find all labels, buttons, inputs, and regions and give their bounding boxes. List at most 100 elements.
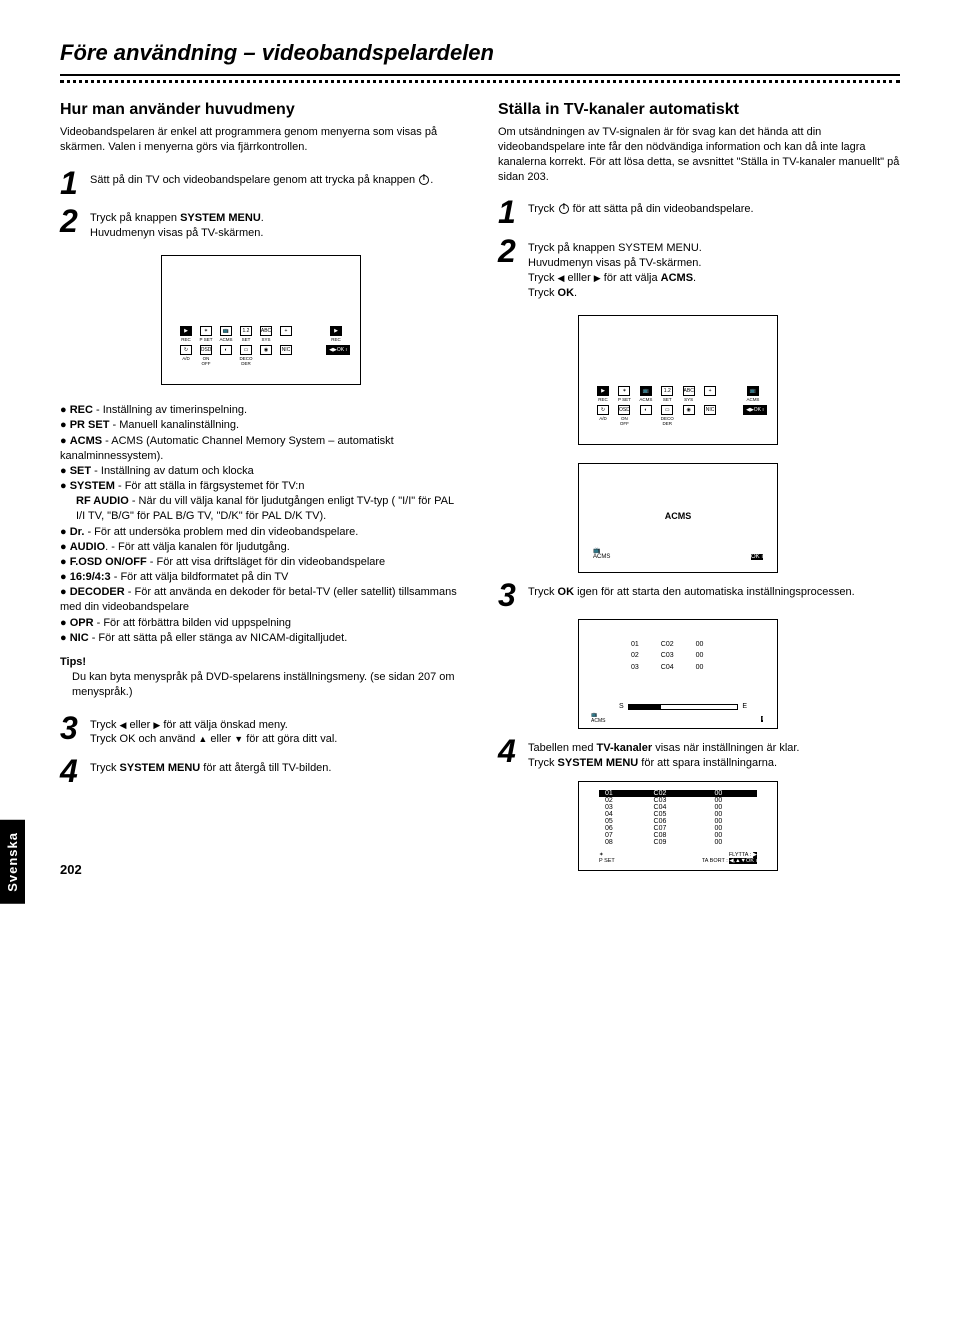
text: Sätt på din TV och videobandspelare geno… <box>90 174 418 186</box>
bullet-text: - För att visa driftsläget för din video… <box>147 556 385 568</box>
icon-label: REC <box>176 337 196 342</box>
bullet-text: - När du vill välja kanal för ljudutgång… <box>76 495 454 522</box>
text: Tryck <box>528 272 558 284</box>
step-body: Tryck eller för att välja önskad meny. T… <box>90 714 337 748</box>
step-number: 3 <box>498 581 524 610</box>
step-body: Tryck på knappen SYSTEM MENU. Huvudmenyn… <box>528 237 702 300</box>
icon-label: SET <box>236 337 256 342</box>
bullet-label: OPR <box>70 617 94 629</box>
text-bold: OK <box>558 586 575 598</box>
text: . <box>261 212 264 224</box>
text: Tryck <box>528 586 558 598</box>
bullet-label: AUDIO <box>70 541 105 553</box>
bullet-label: SET <box>70 465 91 477</box>
cell: C09 <box>648 839 709 846</box>
left-intro: Videobandspelaren är enkel att programme… <box>60 125 462 155</box>
cell: C02 <box>648 790 709 797</box>
right-heading: Ställa in TV-kanaler automatiskt <box>498 101 900 119</box>
text: eller <box>126 719 153 731</box>
bullet-label: RF AUDIO <box>76 495 129 507</box>
text: för att spara inställningarna. <box>638 757 777 769</box>
left-step-2: 2 Tryck på knappen SYSTEM MENU. Huvudmen… <box>60 207 462 241</box>
right-intro: Om utsändningen av TV-signalen är för sv… <box>498 125 900 184</box>
text-bold: ACMS <box>661 272 693 284</box>
text: för att sätta på din videobandspelare. <box>570 203 754 215</box>
acms-screen: ACMS 📺ACMS OK ı <box>578 463 778 573</box>
text: eller <box>207 733 234 745</box>
cell: 00 <box>708 839 757 846</box>
bullet-text: - Manuell kanalinställning. <box>109 419 239 431</box>
bullet-label: DECODER <box>70 586 125 598</box>
bullet-label: PR SET <box>70 419 110 431</box>
cell: 00 <box>708 832 757 839</box>
triangle-up-icon <box>198 733 207 745</box>
cell: 05 <box>599 818 648 825</box>
bullet-text: - För att undersöka problem med din vide… <box>84 526 358 538</box>
text-bold: TV-kanaler <box>597 742 653 754</box>
cell: 00 <box>708 790 757 797</box>
bullet-label: REC <box>70 404 93 416</box>
right-step-4: 4 Tabellen med TV-kanaler visas när inst… <box>498 737 900 771</box>
cell: C02 <box>651 640 684 649</box>
bullet-text: - För att sätta på eller stänga av NICAM… <box>89 632 348 644</box>
right-column: Ställa in TV-kanaler automatiskt Om utsä… <box>498 101 900 871</box>
text: igen för att starta den automatiska inst… <box>574 586 855 598</box>
text: visas när inställningen är klar. <box>652 742 799 754</box>
page-number: 202 <box>60 862 82 877</box>
footer-left: ✶P SET <box>599 852 615 864</box>
text: för att göra ditt val. <box>243 733 337 745</box>
cell: 02 <box>599 797 648 804</box>
final-channel-table: 01C0200 02C0300 03C0400 04C0500 05C0600 … <box>578 781 778 871</box>
step-body: Tabellen med TV-kanaler visas när instäl… <box>528 737 800 771</box>
cell: 03 <box>621 663 649 672</box>
right-step-1: 1 Tryck för att sätta på din videobandsp… <box>498 198 900 227</box>
cell: 03 <box>599 804 648 811</box>
cell: 00 <box>708 797 757 804</box>
left-column: Hur man använder huvudmeny Videobandspel… <box>60 101 462 871</box>
bullet-label: NIC <box>70 632 89 644</box>
dotted-rule <box>60 80 900 83</box>
tips-text: Du kan byta menyspråk på DVD-spelarens i… <box>72 670 462 700</box>
bullet-label: F.OSD ON/OFF <box>70 556 147 568</box>
two-column-layout: Hur man använder huvudmeny Videobandspel… <box>60 101 900 871</box>
text: Tryck <box>90 762 120 774</box>
right-step-3: 3 Tryck OK igen för att starta den autom… <box>498 581 900 610</box>
step-number: 4 <box>498 737 524 766</box>
text: Tryck <box>528 287 558 299</box>
bullet-label: 16:9/4:3 <box>70 571 111 583</box>
text: för att välja önskad meny. <box>160 719 288 731</box>
step-body: Tryck på knappen SYSTEM MENU. Huvudmenyn… <box>90 207 264 241</box>
tv-menu-screen-acms: ▶REC ✶P SET 📺ACMS 1.2SET ABCSYS + 📺ACMS … <box>578 315 778 445</box>
cell: 00 <box>708 818 757 825</box>
text: Tryck <box>528 203 558 215</box>
text-bold: SYSTEM MENU <box>120 762 201 774</box>
step-body: Tryck SYSTEM MENU för att återgå till TV… <box>90 757 331 776</box>
bullet-text: - ACMS (Automatic Channel Memory System … <box>60 435 394 462</box>
triangle-down-icon <box>234 733 243 745</box>
cell: 02 <box>621 651 649 660</box>
left-heading: Hur man använder huvudmeny <box>60 101 462 119</box>
triangle-right-icon <box>594 272 601 284</box>
progress-end: E <box>742 703 747 710</box>
step-number: 1 <box>498 198 524 227</box>
progress-bar: S E <box>619 703 747 710</box>
text: Tryck OK och använd <box>90 733 198 745</box>
cell: C04 <box>648 804 709 811</box>
cell: C03 <box>648 797 709 804</box>
bullet-list: ● REC - Inställning av timerinspelning. … <box>60 403 462 646</box>
cell: C04 <box>651 663 684 672</box>
bullet-label: SYSTEM <box>70 480 115 492</box>
cell: 01 <box>599 790 648 797</box>
cell: 00 <box>686 651 714 660</box>
cell: 00 <box>708 811 757 818</box>
text: Huvudmenyn visas på TV-skärmen. <box>528 257 701 269</box>
cell: 01 <box>621 640 649 649</box>
step-body: Tryck för att sätta på din videobandspel… <box>528 198 754 217</box>
step-number: 2 <box>60 207 86 236</box>
icon-label: ACMS <box>216 337 236 342</box>
step-number: 1 <box>60 169 86 198</box>
page-title: Före användning – videobandspelardelen <box>60 40 900 76</box>
tips-heading: Tips! <box>60 656 462 668</box>
text: elller <box>564 272 593 284</box>
cell: C06 <box>648 818 709 825</box>
